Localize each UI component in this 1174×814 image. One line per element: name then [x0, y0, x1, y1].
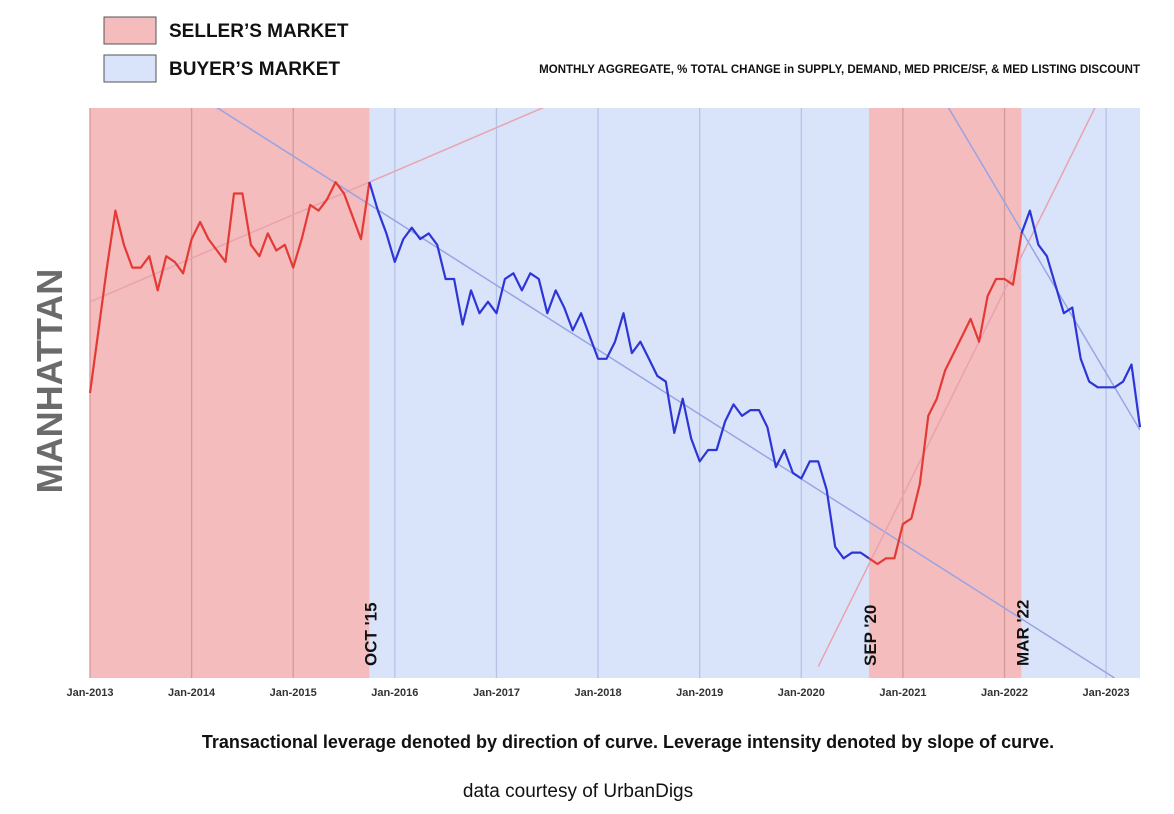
series-segment-seller-0	[88, 181, 371, 394]
x-tick-label-0: Jan-2013	[66, 687, 113, 699]
x-tick-label-1: Jan-2014	[168, 687, 216, 699]
legend-buyer-swatch	[103, 54, 157, 83]
legend: SELLER’S MARKET BUYER’S MARKET	[103, 16, 349, 83]
annotation-0: OCT '15	[361, 602, 380, 666]
market-regions	[90, 108, 1140, 678]
region-buyer-1	[369, 108, 870, 678]
annotations: OCT '15 SEP '20 MAR '22	[361, 600, 1032, 666]
x-axis-ticks: Jan-2013 Jan-2014 Jan-2015 Jan-2016 Jan-2017…	[66, 687, 1129, 699]
data-credit: data courtesy of UrbanDigs	[463, 781, 693, 802]
annotation-1: SEP '20	[861, 605, 880, 666]
x-tick-label-5: Jan-2018	[575, 687, 622, 699]
x-tick-label-9: Jan-2022	[981, 687, 1028, 699]
trendline-3	[947, 108, 1140, 431]
trendline-0	[90, 108, 545, 303]
chart-caption: Transactional leverage denoted by direct…	[202, 732, 1054, 752]
series-segment-seller-2	[868, 233, 1023, 566]
trendline-2	[817, 108, 1096, 667]
leverage-series	[88, 181, 1142, 566]
x-tick-label-8: Jan-2021	[879, 687, 926, 699]
chart-subtitle: MONTHLY AGGREGATE, % TOTAL CHANGE in SUP…	[539, 64, 1140, 76]
legend-buyer-label: BUYER’S MARKET	[169, 59, 340, 80]
series-segment-buyer-3	[1020, 209, 1142, 428]
y-axis-label: MANHATTAN	[29, 269, 70, 494]
trendline-1	[216, 108, 1115, 678]
region-buyer-3	[1021, 108, 1140, 678]
legend-seller-label: SELLER’S MARKET	[169, 21, 349, 42]
series-segment-buyer-1	[368, 181, 870, 560]
x-tick-label-10: Jan-2023	[1083, 687, 1130, 699]
trendlines	[90, 108, 1140, 678]
x-tick-label-3: Jan-2016	[371, 687, 418, 699]
x-tick-label-7: Jan-2020	[778, 687, 825, 699]
region-seller-2	[869, 108, 1022, 678]
region-seller-0	[90, 108, 370, 678]
x-tick-label-4: Jan-2017	[473, 687, 520, 699]
legend-seller-swatch	[103, 16, 157, 45]
x-tick-label-6: Jan-2019	[676, 687, 723, 699]
annotation-2: MAR '22	[1014, 600, 1033, 666]
vertical-gridlines	[89, 108, 1107, 678]
x-tick-label-2: Jan-2015	[270, 687, 317, 699]
